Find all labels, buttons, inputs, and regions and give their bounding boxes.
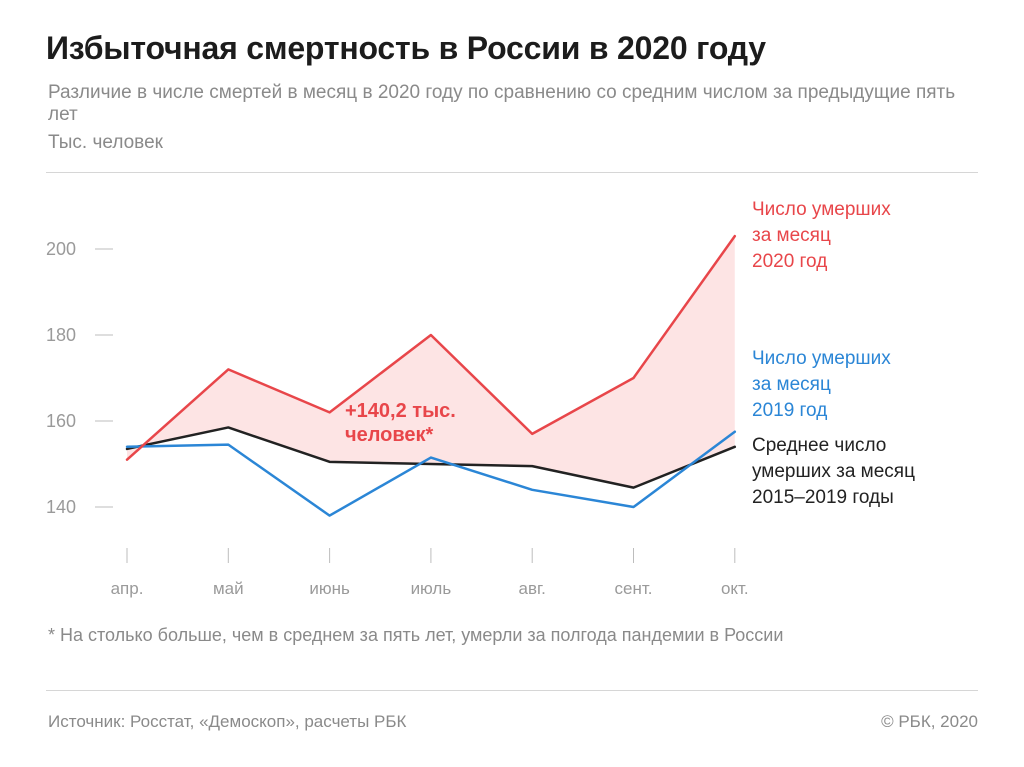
legend-2020-line3: 2020 год	[752, 251, 828, 272]
chart-subtitle: Различие в числе смертей в месяц в 2020 …	[48, 82, 956, 125]
annotation-line1: +140,2 тыс.	[345, 400, 456, 422]
legend-2020-line2: за месяц	[752, 225, 831, 246]
excess-area-layer	[127, 236, 735, 488]
legend-average-line3: 2015–2019 годы	[752, 487, 894, 508]
series-layer	[125, 234, 737, 517]
legend-2019: Число умерших за месяц 2019 год	[752, 346, 891, 424]
axis-layer: 140 160 180 200 апр. май июнь июль авг. сент. окт.	[46, 239, 749, 598]
y-tick-label-140: 140	[46, 497, 76, 517]
x-tick-label-1: май	[213, 579, 244, 598]
series-2019-line	[125, 430, 737, 517]
x-tick-label-6: окт.	[721, 579, 749, 598]
x-tick-label-2: июнь	[309, 579, 350, 598]
legend-average: Среднее число умерших за месяц 2015–2019…	[752, 433, 915, 511]
y-tick-label-180: 180	[46, 325, 76, 345]
x-tick-label-3: июль	[411, 579, 452, 598]
footnote: * На столько больше, чем в среднем за пя…	[48, 625, 784, 645]
x-tick-label-4: авг.	[519, 579, 546, 598]
source-note: Источник: Росстат, «Демоскоп», расчеты Р…	[48, 712, 407, 731]
y-tick-label-160: 160	[46, 411, 76, 431]
copyright: © РБК, 2020	[881, 712, 978, 731]
legend-2019-line1: Число умерших	[752, 348, 891, 369]
annotation-layer: +140,2 тыс.человек*	[345, 400, 456, 446]
unit-label: Тыс. человек	[48, 132, 163, 153]
bottom-divider	[46, 690, 978, 691]
legend-2019-line3: 2019 год	[752, 400, 828, 421]
legend-average-line1: Среднее число	[752, 435, 887, 456]
legend-2019-line2: за месяц	[752, 374, 831, 395]
legend-2020: Число умерших за месяц 2020 год	[752, 197, 891, 275]
legend-2020-line1: Число умерших	[752, 199, 891, 220]
chart-title: Избыточная смертность в России в 2020 го…	[46, 30, 766, 66]
x-tick-label-5: сент.	[615, 579, 653, 598]
series-2020-line	[125, 234, 737, 461]
excess-area	[127, 236, 735, 488]
annotation-line2: человек*	[345, 424, 434, 446]
x-tick-label-0: апр.	[111, 579, 144, 598]
series-average-line	[125, 426, 737, 489]
top-divider	[46, 172, 978, 173]
legend-average-line2: умерших за месяц	[752, 461, 915, 482]
y-tick-label-200: 200	[46, 239, 76, 259]
